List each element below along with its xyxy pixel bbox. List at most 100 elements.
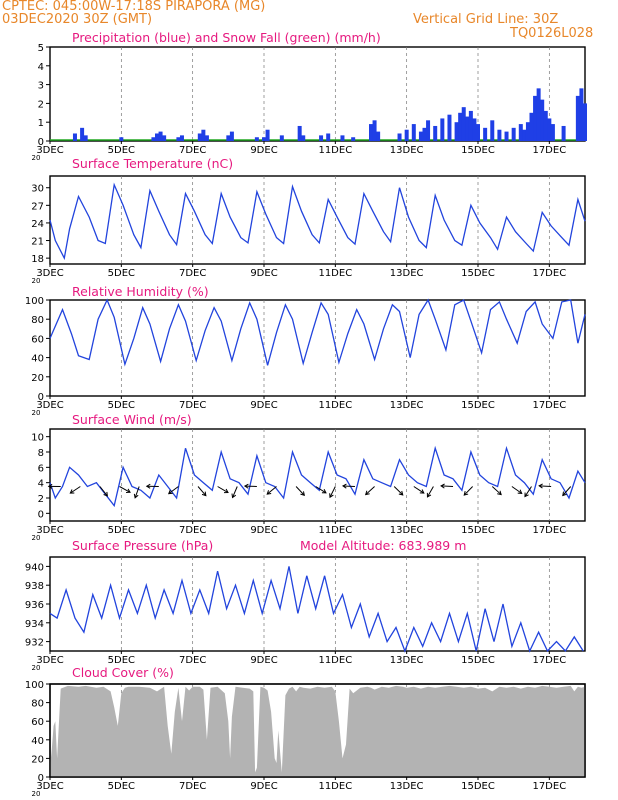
y-tick-label: 2 (38, 99, 44, 110)
wind-arrow-head (47, 483, 53, 489)
x-tick-label: 17DEC (532, 268, 566, 279)
y-tick-label: 938 (25, 581, 44, 592)
wind-arrow (329, 486, 336, 498)
wind-arrow-head (329, 493, 334, 499)
x-tick-label: 7DEC (179, 400, 206, 411)
wind-arrow-head (538, 483, 543, 489)
wind-arrow (491, 486, 502, 495)
y-tick-label: 0 (38, 137, 44, 148)
precip-bar (301, 135, 306, 141)
x-tick-label: 13DEC (390, 268, 424, 279)
x-tick-label: 15DEC (461, 145, 495, 156)
y-tick-label: 40 (31, 736, 44, 747)
x-tick-label: 17DEC (532, 145, 566, 156)
precip-bar (518, 124, 523, 141)
y-tick-label: 18 (31, 254, 44, 265)
precip-bar (340, 135, 345, 141)
y-tick-label: 0 (38, 392, 44, 403)
wind-arrow (463, 486, 474, 496)
x-tick-label: 9DEC (250, 781, 277, 792)
wind-arrow-head (145, 483, 151, 489)
precip-bar (179, 135, 184, 141)
wind-arrow (365, 486, 375, 495)
year-label: 20 (32, 154, 41, 162)
wind-arrow-head (201, 491, 207, 497)
year-label: 20 (32, 664, 41, 672)
precip-bar (201, 129, 206, 141)
panel-3: 0 20 40 60 80 100 3DEC 5DEC 7DEC 9DEC 11DEC 13DEC 15… (25, 284, 586, 417)
panel-frame-top (49, 683, 586, 778)
x-tick-label: 5DEC (108, 781, 135, 792)
precip-bar (226, 135, 231, 141)
wind-arrow-head (398, 490, 404, 496)
x-tick-label: 7DEC (179, 781, 206, 792)
precip-bar (262, 137, 266, 141)
panel-5: 932 934 936 938 940 3DEC 5DEC 7DEC 9DEC 11DEC 13DE… (25, 538, 586, 672)
precip-bar (433, 125, 438, 141)
run-date: 03DEC2020 30Z (GMT) (2, 12, 153, 27)
panel-4: 0 2 4 6 8 10 3DEC 5DEC 7DEC 9DEC 11DEC 13DEC 15DEC 17… (31, 412, 586, 542)
wind-arrow-head (497, 490, 502, 496)
x-tick-label: 15DEC (461, 781, 495, 792)
precip-bar (561, 125, 566, 141)
precip-bar (326, 133, 331, 141)
precip-bar (369, 124, 373, 141)
panel-title: Relative Humidity (%) (72, 284, 209, 299)
panel-frame (49, 299, 586, 397)
x-tick-label: 17DEC (532, 400, 566, 411)
year-label: 20 (32, 534, 41, 542)
precip-bar (497, 129, 502, 141)
y-tick-label: 80 (31, 315, 44, 326)
wind-arrow (562, 486, 572, 496)
y-tick-label: 934 (25, 619, 44, 630)
series-line (49, 445, 586, 508)
x-tick-label: 7DEC (179, 655, 206, 666)
precip-bar (575, 95, 580, 141)
precip-bar (583, 103, 587, 141)
precip-bar (151, 137, 156, 141)
x-tick-label: 5DEC (108, 268, 135, 279)
wind-arrow-head (231, 493, 237, 499)
x-tick-label: 5DEC (108, 400, 135, 411)
panel-frame (49, 46, 586, 142)
x-tick-label: 11DEC (318, 781, 352, 792)
x-tick-label: 3DEC (36, 525, 63, 536)
precip-bar (447, 114, 452, 141)
wind-arrow (266, 486, 277, 495)
x-tick-label: 3DEC (36, 268, 63, 279)
y-tick-label: 0 (38, 773, 44, 784)
panel-title: Cloud Cover (%) (72, 665, 174, 680)
wind-arrow (197, 486, 207, 496)
wind-arrow-head (562, 491, 567, 497)
wind-arrow-head (243, 483, 249, 489)
x-tick-label: 15DEC (461, 525, 495, 536)
panel-2: 18 21 24 27 30 3DEC 5DEC 7DEC 9DEC 11DEC 13DEC 15DE… (31, 156, 586, 285)
wind-arrow (217, 486, 229, 493)
panel-frame (49, 428, 586, 522)
panel-title: Precipitation (blue) and Snow Fall (gree… (72, 30, 381, 45)
precip-bar (533, 95, 538, 141)
wind-arrow-head (341, 483, 347, 489)
precip-bar (490, 120, 495, 141)
precip-bar (522, 129, 527, 141)
y-tick-label: 40 (31, 354, 44, 365)
panel-title: Surface Pressure (hPa) (72, 538, 213, 553)
y-tick-label: 5 (38, 43, 44, 54)
y-tick-label: 8 (38, 448, 44, 459)
precip-bar (372, 120, 377, 141)
x-tick-label: 11DEC (318, 655, 352, 666)
precip-bar (426, 120, 431, 141)
wind-arrow (232, 486, 238, 498)
wind-arrow-head (133, 493, 139, 499)
wind-arrow (441, 485, 454, 487)
y-tick-label: 20 (31, 754, 44, 765)
y-tick-label: 20 (31, 373, 44, 384)
precip-bar (472, 118, 477, 141)
y-tick-label: 100 (25, 296, 44, 307)
x-tick-label: 9DEC (250, 268, 277, 279)
vertical-grid-note: Vertical Grid Line: 30Z (413, 12, 559, 27)
y-tick-label: 24 (31, 219, 44, 230)
y-tick-label: 3 (38, 81, 44, 92)
x-tick-label: 15DEC (461, 655, 495, 666)
wind-arrow-head (126, 488, 131, 493)
